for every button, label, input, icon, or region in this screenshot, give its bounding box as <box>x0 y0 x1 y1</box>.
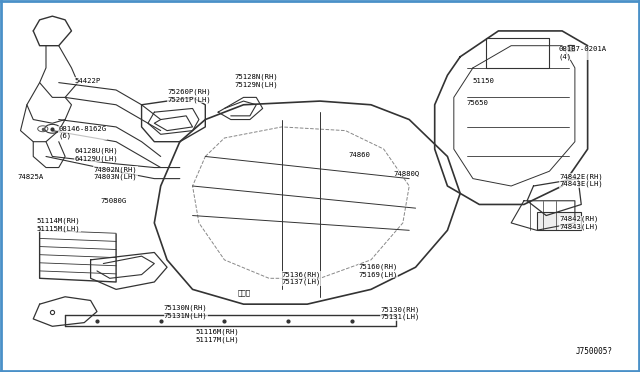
Text: 未別売: 未別売 <box>237 290 250 296</box>
Text: 75650: 75650 <box>467 100 488 106</box>
Text: 51114M(RH)
51115M(LH): 51114M(RH) 51115M(LH) <box>36 218 80 232</box>
Text: 75130N(RH)
75131N(LH): 75130N(RH) 75131N(LH) <box>164 305 207 318</box>
Text: 75130(RH)
75131(LH): 75130(RH) 75131(LH) <box>381 307 420 320</box>
Text: 75136(RH)
75137(LH): 75136(RH) 75137(LH) <box>282 271 321 285</box>
Text: 64128U(RH)
64129U(LH): 64128U(RH) 64129U(LH) <box>75 148 118 161</box>
Text: 75260P(RH)
75261P(LH): 75260P(RH) 75261P(LH) <box>167 89 211 103</box>
Text: 08146-8162G
(6): 08146-8162G (6) <box>59 126 107 139</box>
Text: J750005?: J750005? <box>576 347 613 356</box>
Text: 51150: 51150 <box>473 78 495 84</box>
Text: 75128N(RH)
75129N(LH): 75128N(RH) 75129N(LH) <box>234 74 278 88</box>
Text: 081B7-0201A
(4): 081B7-0201A (4) <box>559 46 607 60</box>
Text: 51116M(RH)
51117M(LH): 51116M(RH) 51117M(LH) <box>196 328 239 343</box>
Text: 75080G: 75080G <box>100 198 127 204</box>
Text: 74842E(RH)
74843E(LH): 74842E(RH) 74843E(LH) <box>559 173 603 187</box>
Bar <box>537 212 581 230</box>
Text: 74880Q: 74880Q <box>394 170 420 176</box>
Text: 75160(RH)
75169(LH): 75160(RH) 75169(LH) <box>358 264 397 278</box>
Text: 74860: 74860 <box>349 152 371 158</box>
Text: 74825A: 74825A <box>17 174 44 180</box>
Text: 74802N(RH)
74803N(LH): 74802N(RH) 74803N(LH) <box>94 166 138 180</box>
Text: 74842(RH)
74843(LH): 74842(RH) 74843(LH) <box>559 216 598 230</box>
Text: 54422P: 54422P <box>75 78 101 84</box>
